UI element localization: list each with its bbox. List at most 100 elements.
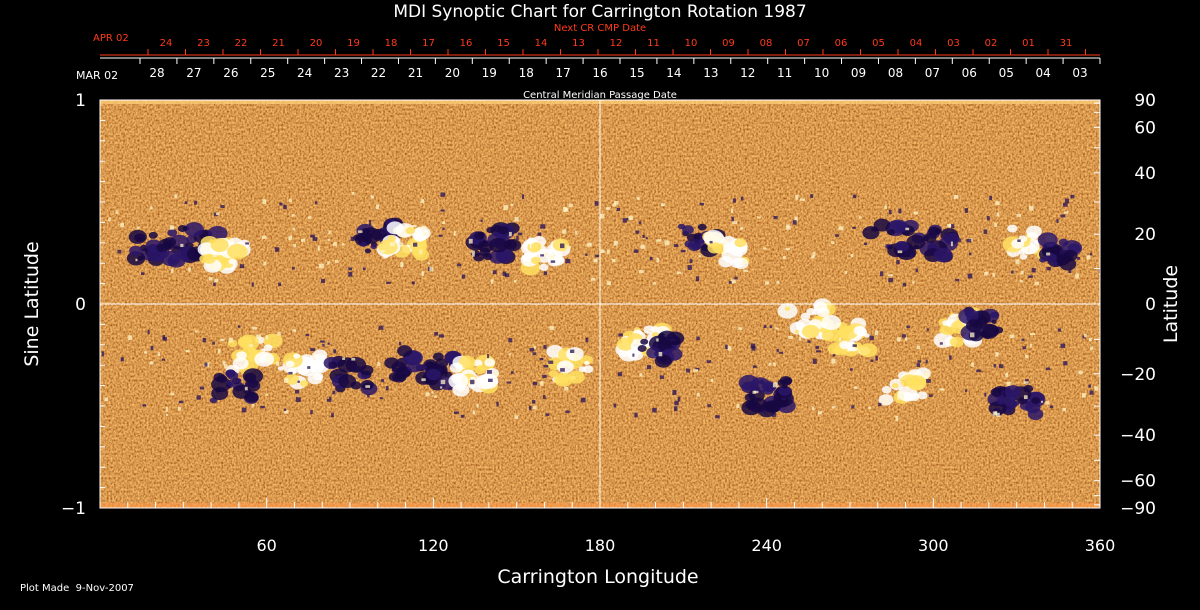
positive-speckle — [265, 393, 269, 396]
next-cr-tick-label: 11 — [647, 38, 660, 49]
positive-speckle — [656, 338, 659, 342]
negative-speckle — [1043, 244, 1047, 249]
negative-speckle — [1057, 328, 1062, 332]
negative-speckle — [695, 276, 700, 282]
positive-speckle — [831, 406, 836, 409]
positive-speckle — [740, 226, 744, 230]
negative-speckle — [788, 395, 792, 400]
negative-polarity-patch — [996, 397, 1006, 405]
negative-speckle — [734, 276, 738, 280]
positive-speckle — [510, 203, 514, 207]
cmp-tick-label: 17 — [556, 66, 571, 80]
negative-speckle — [385, 386, 389, 391]
negative-speckle — [362, 267, 366, 271]
negative-polarity-patch — [425, 361, 435, 369]
negative-polarity-patch — [161, 250, 181, 267]
positive-polarity-patch — [237, 336, 253, 348]
negative-speckle — [964, 208, 968, 213]
negative-polarity-patch — [1039, 257, 1047, 263]
negative-polarity-patch — [1044, 253, 1057, 263]
positive-speckle — [471, 250, 475, 254]
y-tick-label-right: −60 — [1120, 472, 1156, 492]
negative-speckle — [699, 202, 704, 206]
negative-polarity-patch — [943, 232, 960, 245]
negative-speckle — [851, 405, 855, 409]
negative-polarity-patch — [360, 379, 374, 390]
negative-speckle — [305, 333, 310, 337]
positive-speckle — [429, 266, 434, 272]
negative-speckle — [220, 205, 225, 208]
negative-speckle — [1060, 214, 1066, 218]
positive-speckle — [897, 250, 903, 254]
negative-speckle — [626, 218, 630, 221]
positive-speckle — [637, 196, 640, 201]
negative-polarity-patch — [966, 319, 984, 333]
negative-polarity-patch — [782, 377, 792, 385]
positive-speckle — [1029, 205, 1034, 211]
negative-speckle — [502, 271, 507, 276]
positive-speckle — [939, 388, 945, 391]
x-tick-label: 180 — [585, 536, 616, 555]
negative-speckle — [532, 400, 536, 404]
positive-polarity-patch — [474, 365, 486, 375]
positive-polarity-patch — [293, 353, 301, 359]
negative-polarity-patch — [1023, 384, 1034, 393]
positive-speckle — [564, 208, 569, 212]
positive-polarity-patch — [285, 360, 295, 368]
next-cr-tick-label: 24 — [160, 38, 173, 49]
negative-speckle — [635, 230, 640, 234]
positive-speckle — [710, 378, 714, 383]
negative-speckle — [434, 332, 439, 336]
negative-speckle — [486, 370, 492, 374]
negative-speckle — [438, 334, 444, 338]
positive-polarity-patch — [581, 355, 593, 365]
positive-speckle — [222, 360, 226, 365]
negative-polarity-patch — [782, 384, 788, 389]
positive-speckle — [351, 192, 355, 195]
negative-speckle — [101, 351, 105, 357]
negative-polarity-patch — [923, 232, 937, 243]
negative-speckle — [632, 353, 635, 357]
negative-speckle — [328, 362, 333, 368]
positive-speckle — [996, 212, 1000, 217]
positive-speckle — [656, 239, 662, 242]
negative-speckle — [320, 340, 325, 343]
negative-speckle — [816, 350, 821, 353]
positive-speckle — [421, 225, 426, 231]
cmp-tick-label: 28 — [149, 66, 164, 80]
y-tick-label-right: −20 — [1120, 365, 1156, 385]
negative-speckle — [350, 236, 355, 241]
negative-polarity-patch — [774, 396, 789, 408]
negative-speckle — [504, 273, 510, 278]
negative-speckle — [1076, 257, 1081, 260]
positive-speckle — [377, 362, 380, 366]
negative-speckle — [386, 281, 391, 284]
positive-speckle — [468, 238, 473, 244]
positive-speckle — [950, 241, 953, 247]
negative-speckle — [310, 234, 316, 238]
positive-speckle — [831, 358, 836, 364]
cmp-tick-label: 08 — [888, 66, 903, 80]
negative-speckle — [707, 404, 711, 408]
y-axis-title-left: Sine Latitude — [21, 241, 43, 366]
negative-speckle — [540, 224, 546, 229]
negative-polarity-patch — [887, 229, 895, 236]
negative-polarity-patch — [873, 218, 891, 232]
positive-speckle — [1090, 346, 1094, 350]
negative-speckle — [295, 397, 301, 403]
positive-speckle — [327, 261, 330, 265]
negative-speckle — [543, 395, 546, 400]
negative-speckle — [310, 410, 313, 415]
positive-speckle — [549, 255, 554, 260]
x-tick-label: 240 — [751, 536, 782, 555]
positive-speckle — [696, 393, 700, 397]
negative-speckle — [333, 349, 337, 354]
positive-speckle — [913, 211, 918, 215]
negative-speckle — [875, 355, 878, 361]
positive-speckle — [614, 201, 619, 205]
positive-speckle — [333, 242, 337, 247]
positive-polarity-patch — [784, 306, 791, 311]
next-cr-tick-label: 21 — [272, 38, 285, 49]
positive-polarity-patch — [812, 309, 820, 316]
negative-speckle — [543, 271, 548, 276]
